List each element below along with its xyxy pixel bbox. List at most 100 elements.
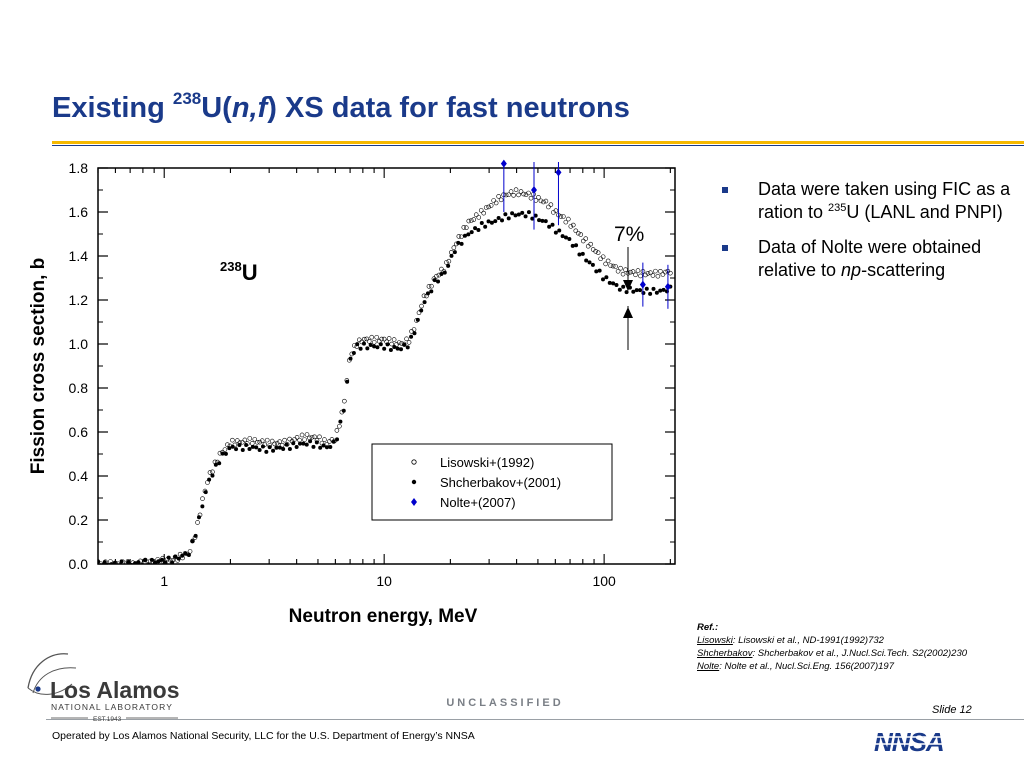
- shcherbakov-point: [452, 250, 457, 255]
- slide-number: Slide 12: [932, 704, 972, 716]
- lisowski-point: [240, 439, 245, 445]
- shcherbakov-point: [180, 553, 185, 558]
- lisowski-point: [312, 434, 317, 440]
- shcherbakov-point: [176, 556, 181, 561]
- shcherbakov-point: [392, 345, 397, 350]
- svg-text:Los Alamos: Los Alamos: [50, 677, 180, 703]
- shcherbakov-point: [405, 345, 410, 350]
- y-tick-label: 1.6: [69, 204, 89, 220]
- percent-annotation: 7%: [614, 223, 644, 246]
- lisowski-point: [578, 232, 584, 237]
- shcherbakov-point: [617, 287, 622, 292]
- shcherbakov-point: [580, 251, 585, 256]
- shcherbakov-point: [190, 539, 195, 544]
- shcherbakov-point: [153, 560, 158, 564]
- shcherbakov-point: [274, 445, 279, 450]
- y-tick-label: 1.2: [69, 292, 89, 308]
- lisowski-point: [655, 273, 661, 279]
- shcherbakov-point: [557, 228, 562, 233]
- shcherbakov-point: [109, 562, 114, 564]
- lisowski-point: [264, 437, 270, 443]
- footer-text: Operated by Los Alamos National Security…: [52, 730, 475, 742]
- lisowski-point: [374, 334, 380, 340]
- shcherbakov-point: [186, 553, 191, 558]
- lisowski-point: [381, 336, 387, 342]
- lisowski-point: [566, 216, 571, 222]
- lisowski-point: [456, 234, 462, 239]
- shcherbakov-point: [493, 219, 498, 224]
- lisowski-point: [247, 436, 253, 441]
- shcherbakov-point: [257, 447, 262, 452]
- lisowski-point: [605, 258, 611, 264]
- shcherbakov-point: [439, 272, 444, 277]
- lisowski-point: [294, 435, 300, 440]
- shcherbakov-point: [321, 443, 326, 448]
- shcherbakov-point: [298, 441, 303, 446]
- shcherbakov-point: [183, 551, 188, 556]
- shcherbakov-point: [638, 288, 643, 293]
- shcherbakov-point: [264, 449, 269, 454]
- lisowski-point: [429, 283, 434, 289]
- shcherbakov-point: [98, 559, 100, 564]
- legend-label: Nolte+(2007): [440, 495, 516, 510]
- lisowski-point: [498, 197, 504, 203]
- lisowski-point: [249, 441, 255, 446]
- shcherbakov-point: [277, 445, 282, 450]
- lisowski-point: [508, 189, 514, 194]
- shcherbakov-point: [227, 446, 232, 451]
- shcherbakov-point: [611, 281, 616, 286]
- shcherbakov-point: [223, 451, 228, 456]
- svg-text:EST.1943: EST.1943: [93, 716, 122, 723]
- shcherbakov-point: [156, 559, 161, 564]
- lisowski-point: [235, 438, 240, 443]
- shcherbakov-point: [560, 234, 565, 239]
- lisowski-point: [471, 217, 477, 222]
- shcherbakov-point: [419, 308, 424, 313]
- lisowski-point: [568, 224, 574, 229]
- lisowski-point: [106, 565, 110, 569]
- lisowski-point: [608, 263, 613, 268]
- lisowski-point: [287, 436, 292, 442]
- legend-item-shcherbakov: Shcherbakov+(2001): [411, 475, 561, 490]
- shcherbakov-point: [388, 348, 393, 353]
- bullet-text: Data were taken using FIC as a ration to: [758, 179, 1011, 222]
- lisowski-point: [230, 437, 235, 443]
- shcherbakov-point: [149, 557, 154, 562]
- lanl-logo: Los Alamos NATIONAL LABORATORY EST.1943: [27, 653, 180, 723]
- reference-item: Lisowski: Lisowski et al., ND-1991(1992)…: [697, 634, 967, 647]
- lisowski-point: [645, 271, 651, 276]
- shcherbakov-point: [217, 461, 222, 466]
- lisowski-point: [369, 334, 375, 340]
- lisowski-point: [123, 565, 127, 569]
- shcherbakov-point: [540, 218, 545, 223]
- shcherbakov-point: [250, 444, 255, 449]
- lisowski-point: [548, 202, 554, 207]
- shcherbakov-point: [513, 213, 518, 218]
- title-prefix: Existing: [52, 92, 173, 124]
- shcherbakov-point: [510, 211, 515, 216]
- shcherbakov-point: [318, 445, 323, 450]
- shcherbakov-point: [584, 258, 589, 263]
- lisowski-point: [274, 440, 280, 446]
- y-tick-labels: 0.0 0.2 0.4 0.6 0.8 1.0 1.2 1.4 1.6 1.8: [69, 160, 89, 572]
- shcherbakov-point: [601, 277, 606, 282]
- shcherbakov-point: [341, 408, 346, 413]
- shcherbakov-point: [173, 554, 178, 559]
- lisowski-point: [633, 272, 638, 278]
- shcherbakov-point: [291, 441, 296, 446]
- shcherbakov-point: [597, 268, 602, 273]
- shcherbakov-point: [335, 437, 340, 442]
- shcherbakov-point: [516, 212, 521, 217]
- lisowski-point: [543, 198, 549, 204]
- lisowski-point: [391, 337, 397, 342]
- shcherbakov-point: [324, 445, 329, 450]
- x-axis-label: Neutron energy, MeV: [289, 606, 478, 627]
- legend-marker-filled-circle: [411, 479, 417, 485]
- lisowski-point: [483, 205, 489, 210]
- series-layer: [98, 187, 673, 569]
- shcherbakov-point: [304, 442, 309, 447]
- lisowski-point: [486, 204, 491, 210]
- shcherbakov-point: [234, 447, 239, 452]
- bullet-text: U (LANL and PNPI): [846, 202, 1003, 222]
- shcherbakov-point: [550, 222, 555, 227]
